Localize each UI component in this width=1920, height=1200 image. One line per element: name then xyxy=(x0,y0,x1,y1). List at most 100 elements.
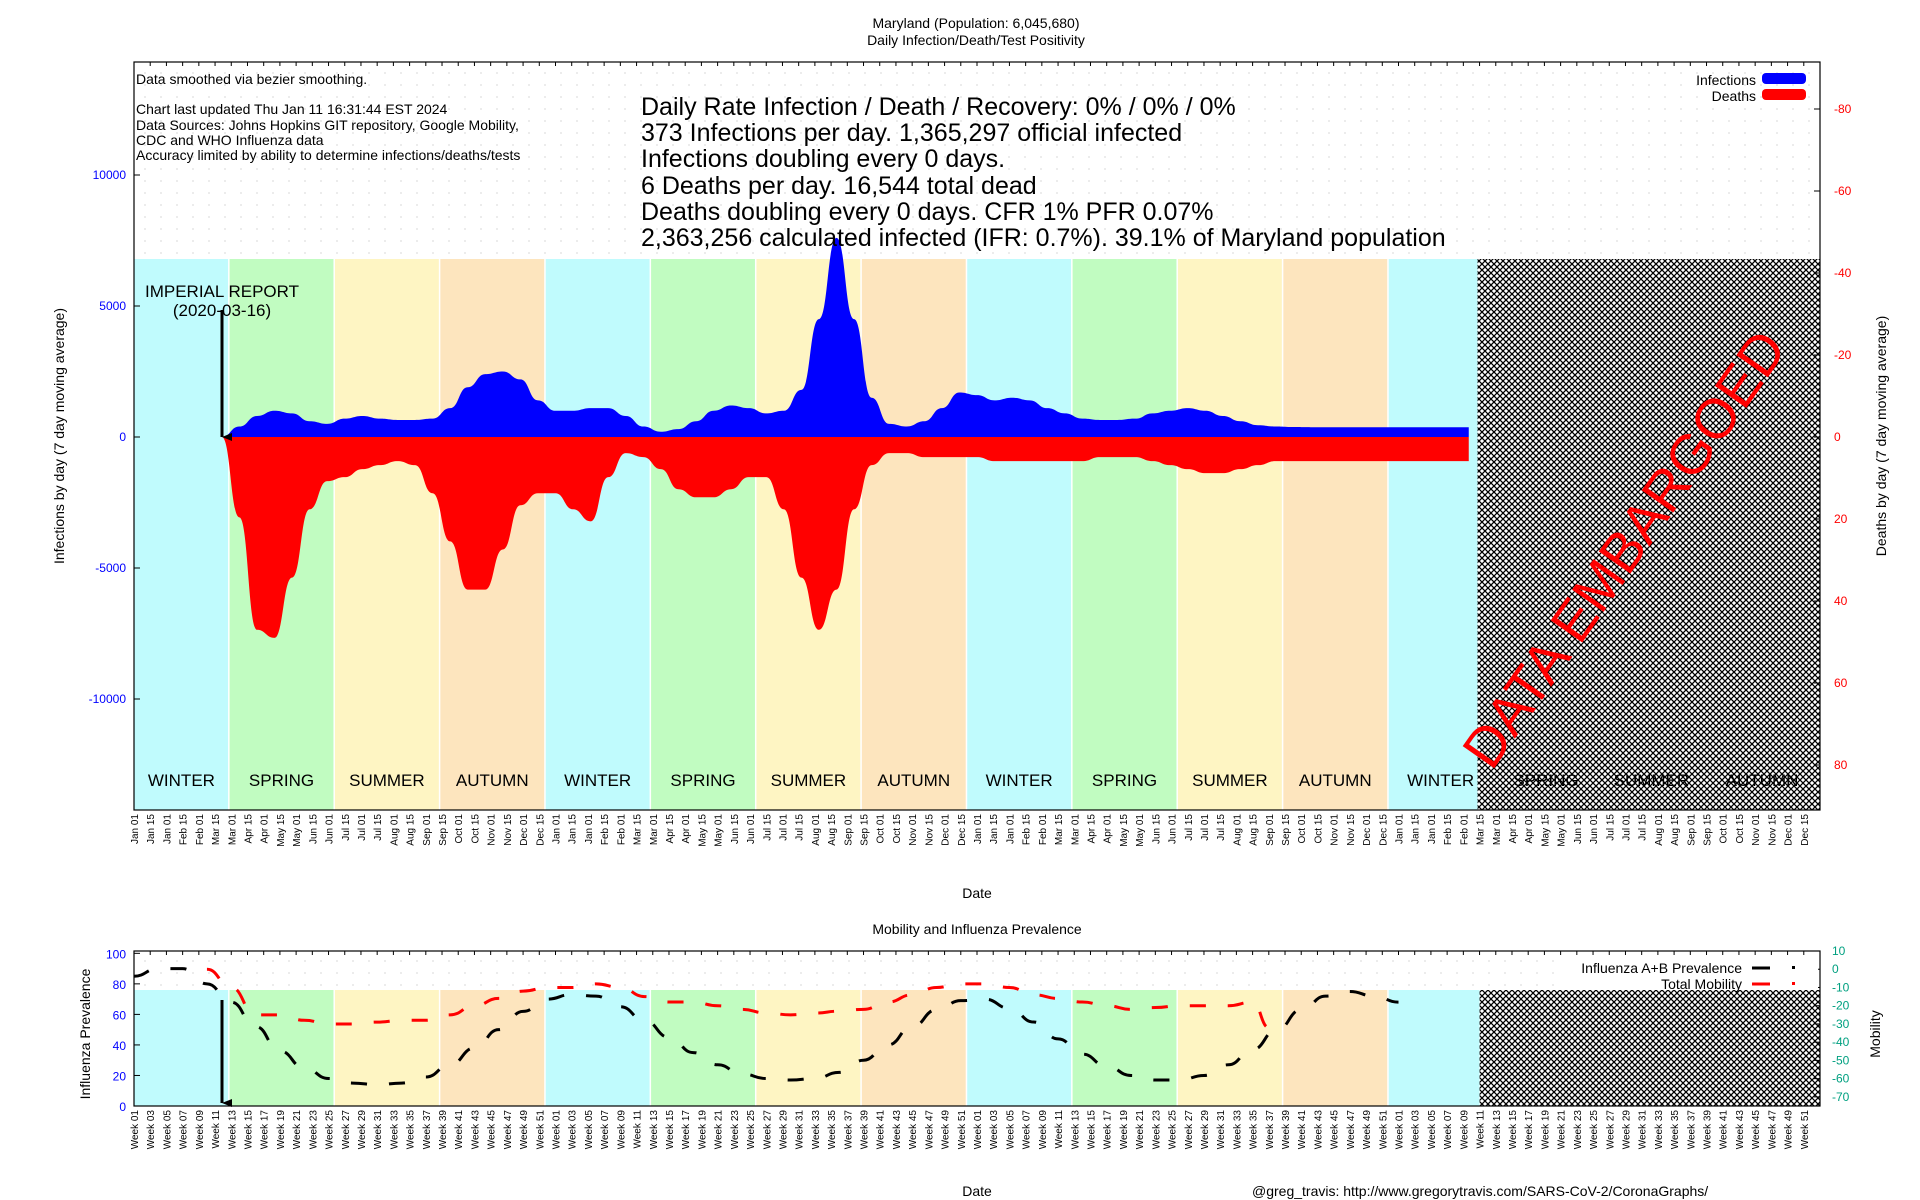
flu-x-tick-label: Week 03 xyxy=(1411,1110,1422,1150)
flu-legend: Influenza A+B Prevalence Total Mobility xyxy=(1560,956,1818,992)
x-tick-label: Apr 15 xyxy=(1508,814,1519,844)
stat-line: Daily Rate Infection / Death / Recovery:… xyxy=(641,93,1236,121)
flu-x-tick-label: Week 09 xyxy=(616,1110,627,1150)
flu-x-tick-label: Week 15 xyxy=(1508,1110,1519,1150)
y-right-axis: -80 -60 -40 -20 0 20 40 60 80 xyxy=(1814,102,1852,772)
flu-x-tick-label: Week 29 xyxy=(1621,1110,1632,1150)
x-tick-label: Jun 01 xyxy=(1589,814,1600,844)
flu-y2-tick-label: -10 xyxy=(1832,980,1850,994)
x-tick-label: Feb 01 xyxy=(1459,814,1470,846)
x-tick-label: May 01 xyxy=(1557,814,1568,847)
flu-x-tick-label: Week 37 xyxy=(422,1110,433,1150)
flu-x-tick-label: Week 11 xyxy=(1054,1110,1065,1149)
flu-x-tick-label: Week 09 xyxy=(195,1110,206,1150)
x-tick-label: Feb 01 xyxy=(1038,814,1049,846)
x-tick-label: May 01 xyxy=(292,814,303,847)
x-tick-label: Mar 01 xyxy=(1070,814,1081,846)
season-label: WINTER xyxy=(1407,771,1474,790)
season-label: SPRING xyxy=(249,771,314,790)
flu-x-tick-label: Week 49 xyxy=(519,1110,530,1150)
flu-x-tick-label: Week 51 xyxy=(957,1110,968,1150)
legend-label-mobility: Total Mobility xyxy=(1661,976,1742,992)
infections-area xyxy=(221,237,1469,437)
y-tick-label: -10000 xyxy=(89,692,127,706)
x-tick-label: Feb 01 xyxy=(616,814,627,846)
season-label: SPRING xyxy=(1513,771,1578,790)
flu-legend-bg xyxy=(1560,956,1818,990)
flu-plot: Mobility and Influenza Prevalence 100806… xyxy=(77,921,1883,1199)
x-tick-label: Mar 15 xyxy=(633,814,644,846)
flu-x-tick-label: Week 25 xyxy=(1168,1110,1179,1150)
legend-swatch-deaths xyxy=(1762,89,1806,100)
x-tick-label: Apr 15 xyxy=(1086,814,1097,844)
flu-y2-tick-label: 10 xyxy=(1832,944,1846,958)
x-tick-label: Jul 01 xyxy=(778,814,789,841)
flu-x-tick-label: Week 11 xyxy=(1476,1110,1487,1149)
season-bands xyxy=(134,259,1478,810)
x-tick-label: Jul 15 xyxy=(373,814,384,841)
annotation-label: IMPERIAL REPORT xyxy=(145,282,299,301)
x-tick-label: Jun 01 xyxy=(325,814,336,844)
flu-x-tick-label: Week 21 xyxy=(1557,1110,1568,1150)
flu-x-tick-label: Week 13 xyxy=(1070,1110,1081,1150)
stat-line: 373 Infections per day. 1,365,297 offici… xyxy=(641,119,1182,147)
flu-season-band-winter xyxy=(1387,990,1480,1106)
y2-axis-label: Deaths by day (7 day moving average) xyxy=(1873,316,1889,556)
x-tick-label: Jun 15 xyxy=(1573,814,1584,844)
x-tick-label: Jan 01 xyxy=(1395,814,1406,844)
x-tick-label: Apr 15 xyxy=(665,814,676,844)
x-tick-label: Jul 15 xyxy=(1638,814,1649,841)
x-tick-label: Nov 01 xyxy=(487,814,498,846)
flu-embargo-region xyxy=(1479,990,1820,1106)
flu-season-band-autumn xyxy=(861,990,967,1106)
flu-x-tick-label: Week 19 xyxy=(1119,1110,1130,1150)
flu-x-tick-label: Week 15 xyxy=(665,1110,676,1150)
x-tick-label: Nov 15 xyxy=(924,814,935,846)
season-label: AUTUMN xyxy=(1726,771,1799,790)
legend-label-deaths: Deaths xyxy=(1712,88,1756,104)
x-tick-label: Oct 01 xyxy=(1297,814,1308,844)
x-tick-label: Aug 01 xyxy=(389,814,400,846)
x-tick-label: Mar 01 xyxy=(649,814,660,846)
flu-x-tick-label: Week 31 xyxy=(1216,1110,1227,1150)
season-band-winter xyxy=(1387,259,1478,810)
stat-line: 2,363,256 calculated infected (IFR: 0.7%… xyxy=(641,224,1446,252)
flu-x-tick-label: Week 31 xyxy=(795,1110,806,1150)
legend-dot-mobility xyxy=(1792,982,1795,985)
flu-x-tick-label: Week 37 xyxy=(843,1110,854,1150)
flu-y-right-axis: 10 0 -10 -20 -30 -40 -50 -60 -70 xyxy=(1814,944,1850,1104)
flu-season-band-winter xyxy=(134,990,229,1106)
x-tick-label: Dec 15 xyxy=(1800,814,1811,846)
flu-y2-axis-label: Mobility xyxy=(1867,1010,1883,1057)
flu-x-axis-label: Date xyxy=(962,1183,992,1199)
flu-top-ticks xyxy=(133,951,1821,955)
note-line: Data smoothed via bezier smoothing. xyxy=(136,71,367,87)
x-tick-label: Jan 01 xyxy=(162,814,173,844)
x-tick-label: Aug 15 xyxy=(1670,814,1681,846)
flu-x-tick-label: Week 41 xyxy=(1297,1110,1308,1150)
x-tick-label: Feb 15 xyxy=(179,814,190,846)
flu-x-tick-label: Week 31 xyxy=(1638,1110,1649,1150)
x-tick-label: Oct 01 xyxy=(876,814,887,844)
flu-x-tick-label: Week 35 xyxy=(1249,1110,1260,1150)
x-tick-label: Jan 15 xyxy=(146,814,157,844)
flu-x-tick-label: Week 21 xyxy=(292,1110,303,1150)
x-tick-label: Jul 15 xyxy=(1184,814,1195,841)
x-tick-label: May 15 xyxy=(1540,814,1551,847)
chart-title: Maryland (Population: 6,045,680) xyxy=(872,15,1079,31)
footer-credit[interactable]: @greg_travis: http://www.gregorytravis.c… xyxy=(1252,1183,1708,1199)
season-band-spring xyxy=(650,259,756,810)
flu-x-tick-label: Week 37 xyxy=(1686,1110,1697,1150)
flu-x-tick-label: Week 25 xyxy=(1589,1110,1600,1150)
flu-chart-title: Mobility and Influenza Prevalence xyxy=(872,921,1082,937)
flu-x-tick-label: Week 37 xyxy=(1265,1110,1276,1150)
flu-x-tick-label: Week 27 xyxy=(341,1110,352,1150)
x-tick-label: Oct 15 xyxy=(892,814,903,844)
legend-label-influenza: Influenza A+B Prevalence xyxy=(1581,960,1742,976)
season-label: WINTER xyxy=(564,771,631,790)
flu-x-tick-label: Week 17 xyxy=(681,1110,692,1150)
flu-x-tick-label: Week 43 xyxy=(1735,1110,1746,1150)
x-tick-label: Jan 15 xyxy=(1411,814,1422,844)
flu-x-axis-ticks: Week 01 Week 03 Week 05 Week 07 Week 09 Week … xyxy=(130,1110,1811,1150)
